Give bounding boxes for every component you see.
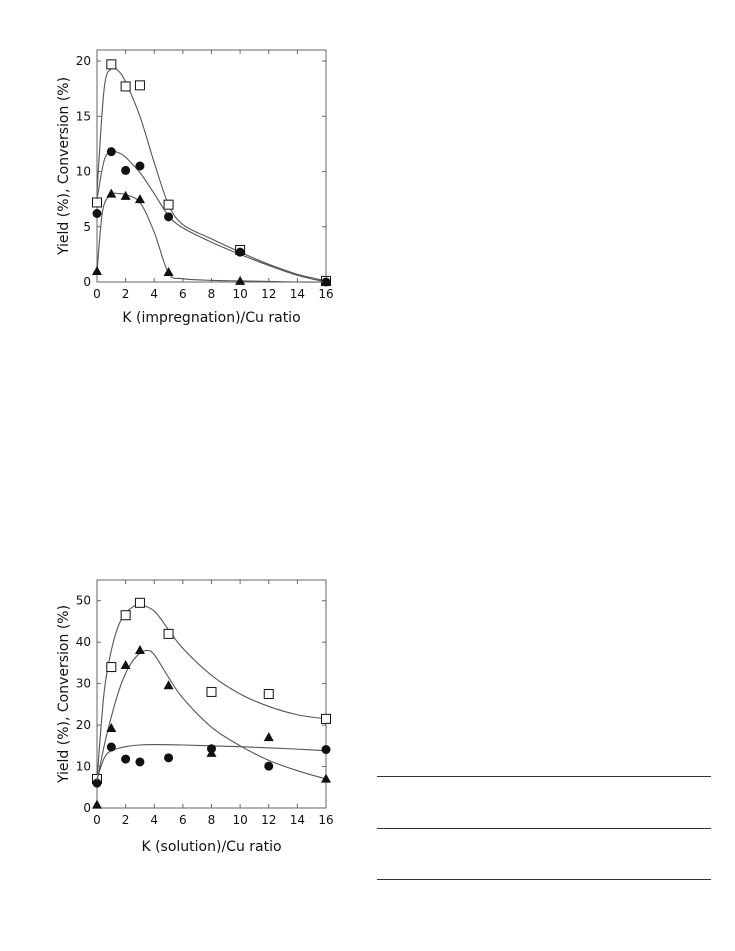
y-tick-label: 15 bbox=[76, 109, 91, 123]
table-rule-top bbox=[377, 776, 711, 777]
data-point-square bbox=[206, 686, 217, 697]
data-point-circle bbox=[121, 754, 131, 764]
x-tick-label: 4 bbox=[150, 287, 158, 301]
x-tick-label: 14 bbox=[290, 813, 305, 827]
data-point-triangle bbox=[134, 194, 145, 204]
fit-curve-filled-triangle bbox=[96, 192, 327, 283]
data-point-triangle bbox=[106, 722, 117, 732]
chart-solution: 0 2 4 6 8 10 12 14 16 0 10 20 30 40 50 K (solution)/Cu … bbox=[56, 579, 334, 855]
x-axis-label: K (impregnation)/Cu ratio bbox=[122, 310, 300, 326]
fit-curve-open-square bbox=[96, 604, 327, 780]
data-point-triangle bbox=[321, 277, 331, 286]
series-filled-circle bbox=[92, 742, 331, 788]
data-point-square bbox=[163, 199, 174, 210]
data-point-triangle bbox=[92, 799, 102, 809]
fit-curve-filled-triangle bbox=[96, 649, 327, 782]
series-open-square bbox=[92, 597, 331, 784]
data-point-square bbox=[263, 689, 274, 699]
x-tick-label: 2 bbox=[122, 813, 130, 827]
x-tick-label: 10 bbox=[232, 287, 247, 301]
data-point-circle bbox=[164, 753, 174, 763]
data-point-triangle bbox=[206, 747, 217, 757]
data-point-square bbox=[106, 59, 117, 70]
y-tick-label: 20 bbox=[76, 718, 91, 732]
x-tick-label: 0 bbox=[93, 813, 101, 827]
data-point-circle bbox=[135, 757, 145, 767]
x-tick-label: 6 bbox=[179, 813, 187, 827]
y-tick-label: 20 bbox=[76, 54, 91, 68]
series-filled-triangle bbox=[92, 645, 331, 809]
x-tick-label: 12 bbox=[261, 287, 276, 301]
data-point-circle bbox=[264, 761, 274, 771]
data-point-circle bbox=[106, 742, 116, 752]
y-tick-label: 30 bbox=[76, 677, 91, 691]
data-point-circle bbox=[164, 212, 174, 222]
data-point-square bbox=[134, 80, 145, 91]
data-point-circle bbox=[135, 161, 145, 171]
data-point-square bbox=[134, 597, 145, 608]
x-tick-label: 8 bbox=[208, 287, 216, 301]
data-point-square bbox=[321, 713, 331, 724]
data-point-triangle bbox=[120, 659, 131, 669]
data-point-triangle bbox=[134, 645, 145, 655]
data-point-square bbox=[163, 628, 174, 639]
data-point-circle bbox=[235, 247, 245, 257]
y-axis-label: Yield (%), Conversion (%) bbox=[56, 77, 72, 256]
x-axis-label: K (solution)/Cu ratio bbox=[141, 839, 281, 855]
x-tick-label: 4 bbox=[150, 813, 158, 827]
y-tick-label: 10 bbox=[76, 165, 91, 179]
series-filled-triangle bbox=[92, 188, 331, 286]
y-tick-label: 50 bbox=[76, 594, 91, 608]
fit-curve-filled-circle bbox=[96, 150, 327, 283]
data-point-square bbox=[120, 81, 131, 92]
plot-frame bbox=[96, 49, 327, 283]
y-tick-label: 40 bbox=[76, 635, 91, 649]
chart-impregnation: 0 2 4 6 8 10 12 14 16 0 5 10 15 20 K (impregnation)/Cu… bbox=[56, 49, 334, 326]
x-tick-label: 14 bbox=[290, 287, 305, 301]
series-filled-circle bbox=[92, 147, 331, 287]
y-tick-label: 0 bbox=[83, 801, 91, 815]
data-point-circle bbox=[321, 745, 331, 755]
data-point-circle bbox=[92, 778, 102, 788]
x-tick-label: 0 bbox=[93, 287, 101, 301]
data-point-triangle bbox=[163, 680, 174, 690]
data-point-triangle bbox=[263, 732, 274, 742]
x-tick-label: 12 bbox=[261, 813, 276, 827]
x-tick-label: 2 bbox=[122, 287, 130, 301]
y-tick-label: 0 bbox=[83, 275, 91, 289]
y-axis-label: Yield (%), Conversion (%) bbox=[56, 605, 72, 784]
data-point-triangle bbox=[235, 275, 246, 285]
x-tick-label: 10 bbox=[232, 813, 247, 827]
data-point-square bbox=[120, 610, 131, 621]
data-point-square bbox=[92, 197, 102, 208]
x-tick-label: 6 bbox=[179, 287, 187, 301]
x-tick-label: 16 bbox=[318, 813, 333, 827]
y-tick-label: 5 bbox=[83, 220, 91, 234]
data-point-circle bbox=[121, 165, 131, 175]
x-tick-label: 16 bbox=[318, 287, 333, 301]
data-point-triangle bbox=[106, 188, 117, 198]
data-point-square bbox=[106, 662, 117, 673]
fit-curve-open-square bbox=[96, 67, 327, 282]
data-point-triangle bbox=[120, 190, 131, 200]
x-tick-label: 8 bbox=[208, 813, 216, 827]
data-point-circle bbox=[92, 209, 102, 219]
table-rule-bottom bbox=[377, 879, 711, 880]
data-point-triangle bbox=[163, 267, 174, 277]
data-point-triangle bbox=[92, 265, 102, 275]
data-point-triangle bbox=[321, 773, 331, 783]
data-point-circle bbox=[106, 147, 116, 157]
table-rule-middle bbox=[377, 828, 711, 829]
y-tick-label: 10 bbox=[76, 760, 91, 774]
